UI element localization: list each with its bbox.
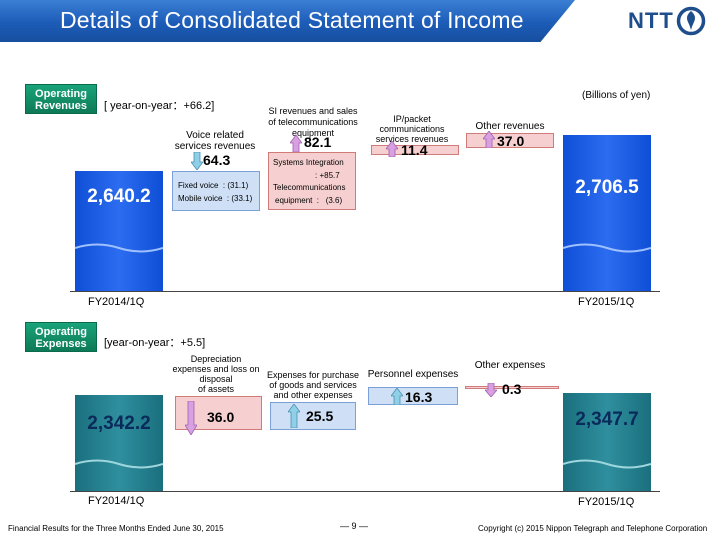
expense-end-label: FY2015/1Q xyxy=(578,496,635,508)
voice-caption: Voice related services revenues xyxy=(170,130,260,152)
expense-end-value: 2,347.7 xyxy=(575,409,639,430)
caption-line: Voice related xyxy=(186,130,244,141)
footer-left: Financial Results for the Three Months E… xyxy=(8,524,224,533)
operating-revenues-tag: Operating Revenues xyxy=(25,84,97,114)
si-caption: SI revenues and sales of telecommunicati… xyxy=(258,106,368,139)
expense-baseline xyxy=(70,491,660,492)
caption-line: and other expenses xyxy=(273,390,353,400)
caption-line: IP/packet xyxy=(393,114,431,124)
expenses-yoy: [year-on-year：+5.5] xyxy=(104,337,206,349)
caption-line: communications xyxy=(379,124,445,134)
caption-line: services revenues xyxy=(375,134,449,144)
revenue-baseline xyxy=(70,291,660,292)
personnel-value: 16.3 xyxy=(405,389,433,405)
revenue-end-value: 2,706.5 xyxy=(575,177,639,198)
si-line4: equipment : (3.6) xyxy=(275,196,343,205)
wave-icon xyxy=(75,243,163,253)
wave-icon xyxy=(563,243,651,253)
voice-fixed: Fixed voice : (31.1) xyxy=(178,181,249,190)
expense-end-bar: 2,347.7 xyxy=(563,393,651,491)
down-arrow-icon xyxy=(185,401,197,435)
tag-line: Operating xyxy=(35,88,87,100)
units-label: (Billions of yen) xyxy=(582,90,651,101)
up-arrow-icon xyxy=(290,135,302,152)
caption-line: of goods and services xyxy=(269,380,357,390)
down-arrow-icon xyxy=(191,152,203,170)
wave-icon xyxy=(563,459,651,469)
si-box: Systems Integration : +85.7 Telecommunic… xyxy=(268,152,356,210)
up-arrow-icon xyxy=(483,131,495,148)
revenue-end-label: FY2015/1Q xyxy=(578,296,635,308)
expense-start-label: FY2014/1Q xyxy=(88,495,145,507)
operating-expenses-tag: Operating Expenses xyxy=(25,322,97,352)
other-revenues-caption: Other revenues xyxy=(475,121,545,132)
page-title: Details of Consolidated Statement of Inc… xyxy=(60,7,524,33)
depreciation-caption: Depreciation expenses and loss on dispos… xyxy=(170,354,262,394)
caption-line: of telecommunications xyxy=(268,117,358,127)
caption-line: Expenses for purchase xyxy=(266,370,360,380)
voice-box: Fixed voice : (31.1) Mobile voice : (33.… xyxy=(172,171,260,211)
wave-icon xyxy=(75,459,163,469)
other-expenses-caption: Other expenses xyxy=(474,360,546,371)
other-expenses-value: 0.3 xyxy=(502,381,522,397)
si-value: 82.1 xyxy=(304,134,332,150)
title-banner xyxy=(0,0,575,42)
caption-line: equipment xyxy=(291,128,335,138)
purchase-caption: Expenses for purchase of goods and servi… xyxy=(263,370,363,400)
expense-start-bar: 2,342.2 xyxy=(75,395,163,491)
ip-caption: IP/packet communications services revenu… xyxy=(362,114,462,144)
caption-line: SI revenues and sales xyxy=(268,106,358,116)
caption-line: Depreciation xyxy=(190,354,242,364)
tag-line: Operating xyxy=(35,326,87,338)
caption-line: disposal xyxy=(199,374,233,384)
up-arrow-icon xyxy=(288,404,300,428)
tag-line: Expenses xyxy=(35,338,87,350)
revenues-yoy: [ year-on-year：+66.2] xyxy=(104,100,215,112)
revenue-start-label: FY2014/1Q xyxy=(88,296,145,308)
up-arrow-icon xyxy=(391,388,403,405)
revenue-end-bar: 2,706.5 xyxy=(563,135,651,291)
purchase-box xyxy=(270,402,356,430)
revenue-start-value: 2,640.2 xyxy=(87,186,151,207)
depreciation-value: 36.0 xyxy=(207,409,235,425)
si-line1: Systems Integration xyxy=(273,158,344,167)
ip-value: 11.4 xyxy=(401,142,428,158)
up-arrow-icon xyxy=(386,141,398,157)
ip-box xyxy=(371,145,459,155)
other-revenues-value: 37.0 xyxy=(497,133,525,149)
ntt-logo-icon xyxy=(676,6,706,36)
other-expenses-box xyxy=(465,386,559,389)
personnel-caption: Personnel expenses xyxy=(367,369,459,380)
footer-copyright: Copyright (c) 2015 Nippon Telegraph and … xyxy=(478,524,708,533)
expense-start-value: 2,342.2 xyxy=(87,413,151,434)
caption-line: of assets xyxy=(197,384,235,394)
caption-line: services revenues xyxy=(174,141,256,152)
voice-mobile: Mobile voice : (33.1) xyxy=(178,194,253,203)
si-line3: Telecommunications xyxy=(273,183,346,192)
ntt-logo-text: NTT xyxy=(628,8,674,33)
caption-line: expenses and loss on xyxy=(172,364,260,374)
tag-line: Revenues xyxy=(35,100,87,112)
si-line2: : +85.7 xyxy=(315,171,340,180)
purchase-value: 25.5 xyxy=(306,408,334,424)
personnel-box xyxy=(368,387,458,405)
revenue-start-bar: 2,640.2 xyxy=(75,171,163,291)
voice-value: 64.3 xyxy=(203,152,231,168)
page-number: ― 9 ― xyxy=(340,521,369,531)
down-arrow-icon xyxy=(485,383,497,397)
